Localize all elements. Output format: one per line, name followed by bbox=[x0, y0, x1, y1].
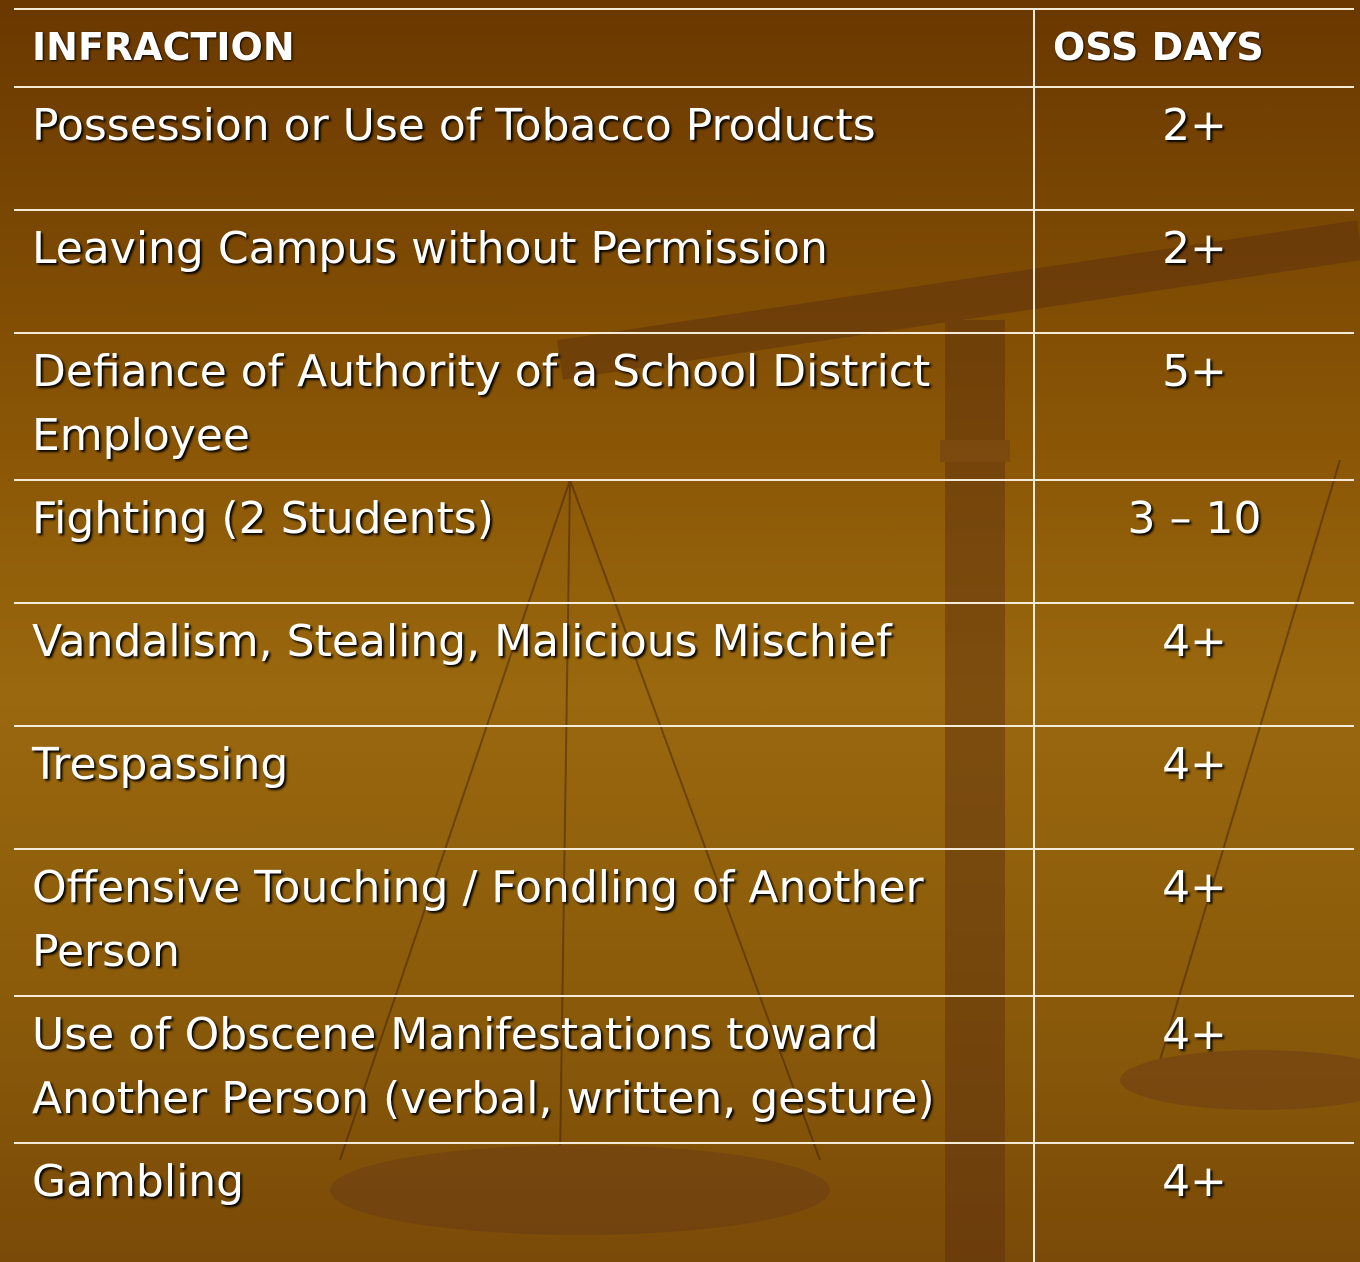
table-row: Defiance of Authority of a School Distri… bbox=[14, 334, 1354, 481]
table-row: Use of Obscene Manifestations toward Ano… bbox=[14, 997, 1354, 1144]
table-row: Offensive Touching / Fondling of Another… bbox=[14, 850, 1354, 997]
oss-days-cell: 5+ bbox=[1035, 334, 1354, 479]
oss-days-cell: 4+ bbox=[1035, 850, 1354, 995]
oss-days-cell: 2+ bbox=[1035, 88, 1354, 209]
oss-days-cell: 3 – 10 bbox=[1035, 481, 1354, 602]
header-cell: OSS DAYS bbox=[1035, 10, 1354, 86]
oss-days-cell: 4+ bbox=[1035, 997, 1354, 1142]
infraction-cell: Defiance of Authority of a School Distri… bbox=[14, 334, 1035, 479]
infraction-cell: Fighting (2 Students) bbox=[14, 481, 1035, 602]
oss-days-cell: 4+ bbox=[1035, 1144, 1354, 1262]
header-cell: INFRACTION bbox=[14, 10, 1035, 86]
infraction-cell: Use of Obscene Manifestations toward Ano… bbox=[14, 997, 1035, 1142]
table-row: Fighting (2 Students)3 – 10 bbox=[14, 481, 1354, 604]
infraction-cell: Gambling bbox=[14, 1144, 1035, 1262]
infraction-cell: Trespassing bbox=[14, 727, 1035, 848]
infraction-cell: Leaving Campus without Permission bbox=[14, 211, 1035, 332]
oss-days-cell: 2+ bbox=[1035, 211, 1354, 332]
oss-days-cell: 4+ bbox=[1035, 604, 1354, 725]
page: {"table": {"header": ["INFRACTION", "OSS… bbox=[0, 0, 1360, 1262]
infraction-cell: Offensive Touching / Fondling of Another… bbox=[14, 850, 1035, 995]
slide: INFRACTIONOSS DAYSPossession or Use of T… bbox=[0, 0, 1360, 1262]
infraction-cell: Possession or Use of Tobacco Products bbox=[14, 88, 1035, 209]
infraction-cell: Vandalism, Stealing, Malicious Mischief bbox=[14, 604, 1035, 725]
oss-days-cell: 4+ bbox=[1035, 727, 1354, 848]
